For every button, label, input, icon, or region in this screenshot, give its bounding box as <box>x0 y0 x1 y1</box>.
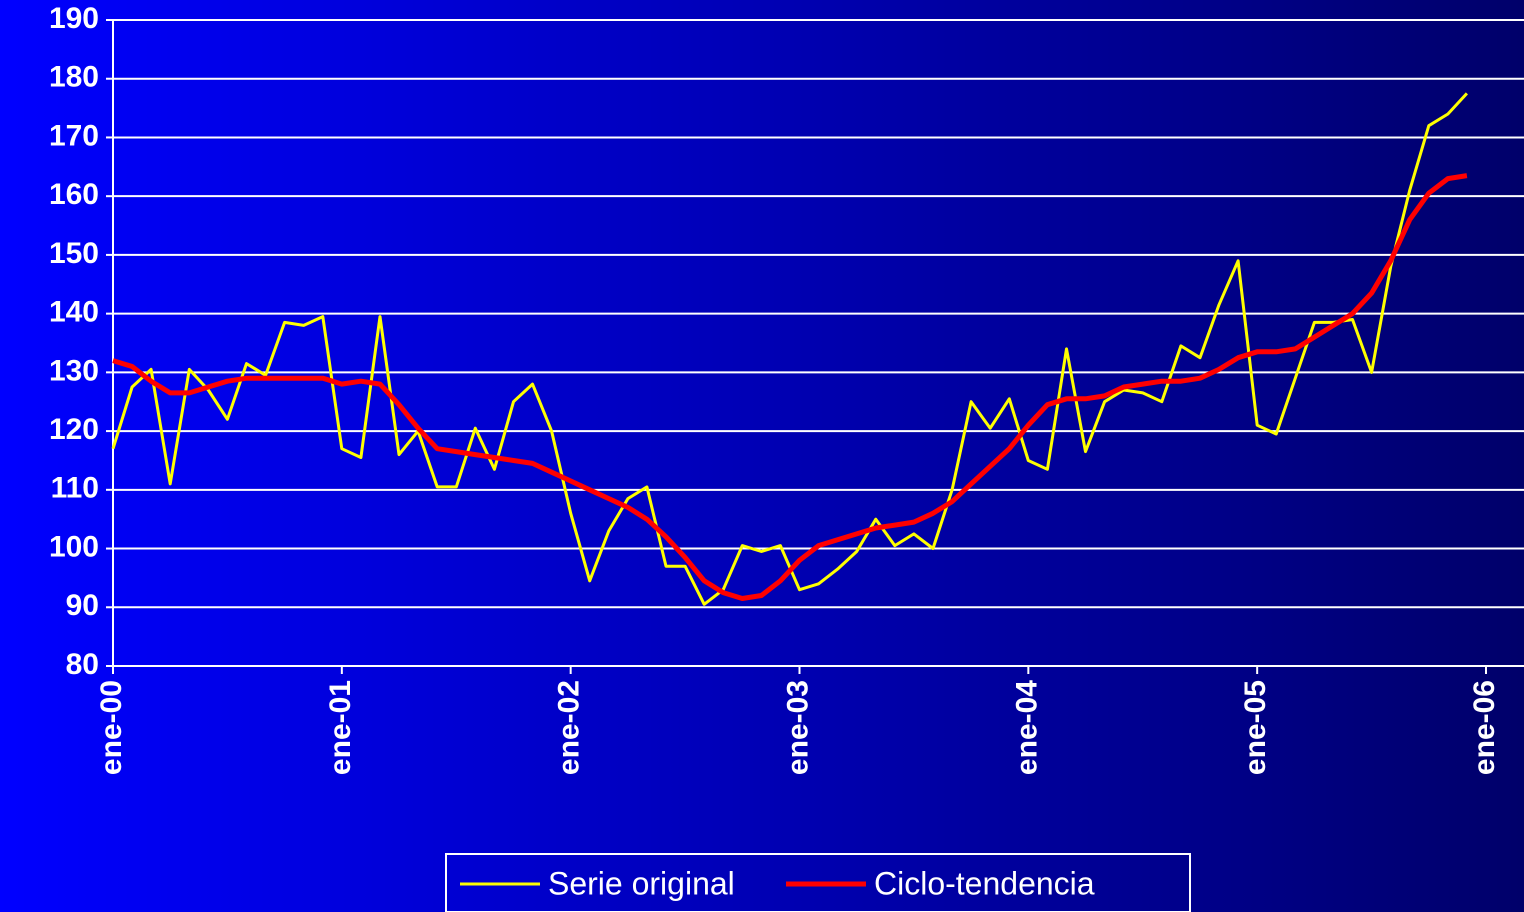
y-tick-label: 120 <box>49 413 99 446</box>
x-tick-label: ene-03 <box>781 680 814 775</box>
y-tick-label: 170 <box>49 119 99 152</box>
y-tick-label: 150 <box>49 237 99 270</box>
legend-label: Serie original <box>548 865 735 901</box>
x-tick-label: ene-06 <box>1468 680 1501 775</box>
y-tick-label: 130 <box>49 354 99 387</box>
y-tick-label: 90 <box>66 589 99 622</box>
y-tick-label: 140 <box>49 296 99 329</box>
y-tick-label: 100 <box>49 530 99 563</box>
x-tick-label: ene-04 <box>1010 680 1043 775</box>
line-series <box>112 173 1468 601</box>
legend: Serie original Ciclo-tendencia <box>445 853 1191 912</box>
y-tick-label: 160 <box>49 178 99 211</box>
x-tick-label: ene-00 <box>95 680 128 775</box>
x-tick-label: ene-02 <box>553 680 586 775</box>
x-tick-label: ene-05 <box>1239 680 1272 775</box>
legend-label: Ciclo-tendencia <box>874 865 1095 901</box>
y-tick-label: 190 <box>49 2 99 35</box>
legend-box <box>445 853 1191 912</box>
y-tick-label: 80 <box>66 648 99 681</box>
y-tick-label: 110 <box>51 472 99 505</box>
x-tick-label: ene-01 <box>324 680 357 775</box>
y-tick-label: 180 <box>49 61 99 94</box>
